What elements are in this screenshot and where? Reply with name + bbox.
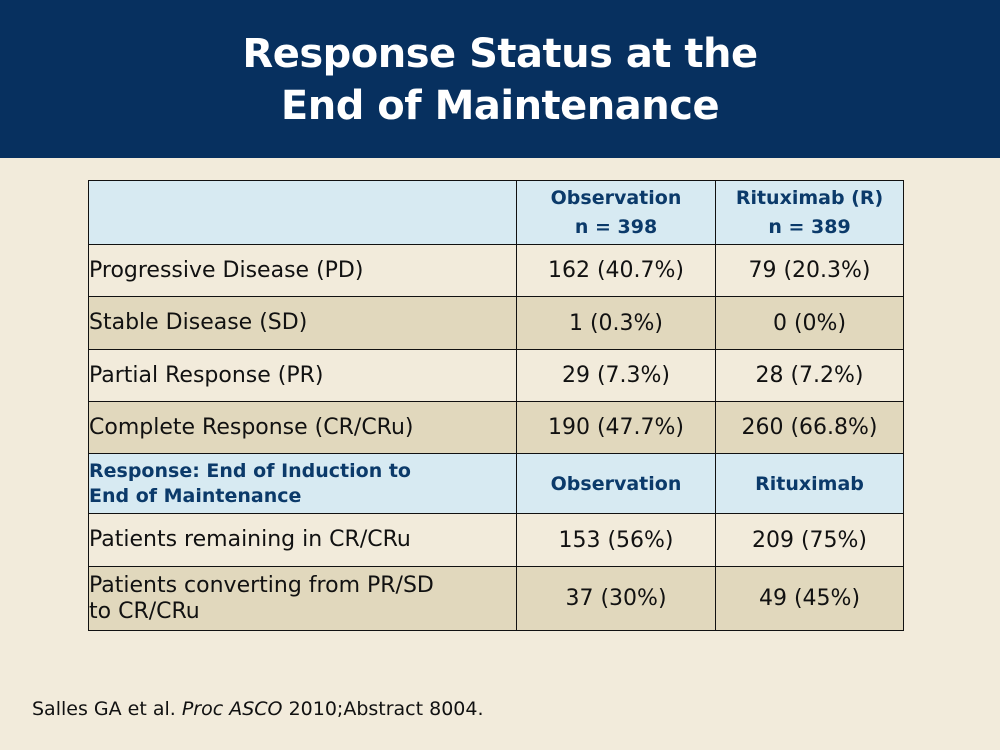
rituximab-value: 209 (75%) (715, 513, 904, 567)
title-bar: Response Status at the End of Maintenanc… (0, 0, 1000, 158)
subheader-label: Response: End of Induction to End of Mai… (88, 453, 517, 514)
row-label: Patients converting from PR/SD to CR/CRu (88, 566, 517, 631)
rituximab-value: 49 (45%) (715, 566, 904, 631)
row-label-line-1: Patients converting from PR/SD (89, 572, 434, 598)
header-rituximab-label: Rituximab (R) (735, 186, 884, 209)
observation-value: 29 (7.3%) (516, 349, 716, 402)
subheader-label-line-1: Response: End of Induction to (89, 459, 411, 482)
observation-value: 162 (40.7%) (516, 244, 716, 297)
rituximab-value: 260 (66.8%) (715, 401, 904, 454)
observation-value: 37 (30%) (516, 566, 716, 631)
table-row: Patients remaining in CR/CRu 153 (56%) 2… (88, 513, 904, 567)
rituximab-value: 28 (7.2%) (715, 349, 904, 402)
header-observation-n: n = 398 (574, 215, 658, 238)
table-row: Stable Disease (SD) 1 (0.3%) 0 (0%) (88, 296, 904, 350)
row-label-line-2: to CR/CRu (89, 598, 200, 624)
subheader-observation: Observation (516, 453, 716, 514)
table-row: Complete Response (CR/CRu) 190 (47.7%) 2… (88, 401, 904, 454)
observation-value: 1 (0.3%) (516, 296, 716, 350)
header-empty-cell (88, 180, 517, 245)
observation-value: 190 (47.7%) (516, 401, 716, 454)
header-rituximab: Rituximab (R) n = 389 (715, 180, 904, 245)
table-header-row: Observation n = 398 Rituximab (R) n = 38… (88, 180, 904, 245)
table-row: Partial Response (PR) 29 (7.3%) 28 (7.2%… (88, 349, 904, 402)
row-label: Stable Disease (SD) (88, 296, 517, 350)
table-row: Patients converting from PR/SD to CR/CRu… (88, 566, 904, 631)
row-label: Partial Response (PR) (88, 349, 517, 402)
subheader-rituximab: Rituximab (715, 453, 904, 514)
row-label: Complete Response (CR/CRu) (88, 401, 517, 454)
citation-authors: Salles GA et al. (32, 698, 176, 720)
response-status-table: Observation n = 398 Rituximab (R) n = 38… (88, 180, 904, 631)
citation-journal: Proc ASCO (181, 698, 283, 720)
subheader-label-line-2: End of Maintenance (89, 484, 302, 507)
slide-title-line-1: Response Status at the (242, 31, 758, 77)
citation-details: 2010;Abstract 8004. (288, 698, 484, 720)
table-subheader-row: Response: End of Induction to End of Mai… (88, 453, 904, 514)
rituximab-value: 0 (0%) (715, 296, 904, 350)
header-observation: Observation n = 398 (516, 180, 716, 245)
row-label: Progressive Disease (PD) (88, 244, 517, 297)
citation: Salles GA et al. Proc ASCO 2010;Abstract… (32, 698, 484, 720)
header-observation-label: Observation (550, 186, 682, 209)
rituximab-value: 79 (20.3%) (715, 244, 904, 297)
observation-value: 153 (56%) (516, 513, 716, 567)
header-rituximab-n: n = 389 (768, 215, 851, 238)
row-label: Patients remaining in CR/CRu (88, 513, 517, 567)
slide-title-line-2: End of Maintenance (280, 83, 720, 129)
table-row: Progressive Disease (PD) 162 (40.7%) 79 … (88, 244, 904, 297)
